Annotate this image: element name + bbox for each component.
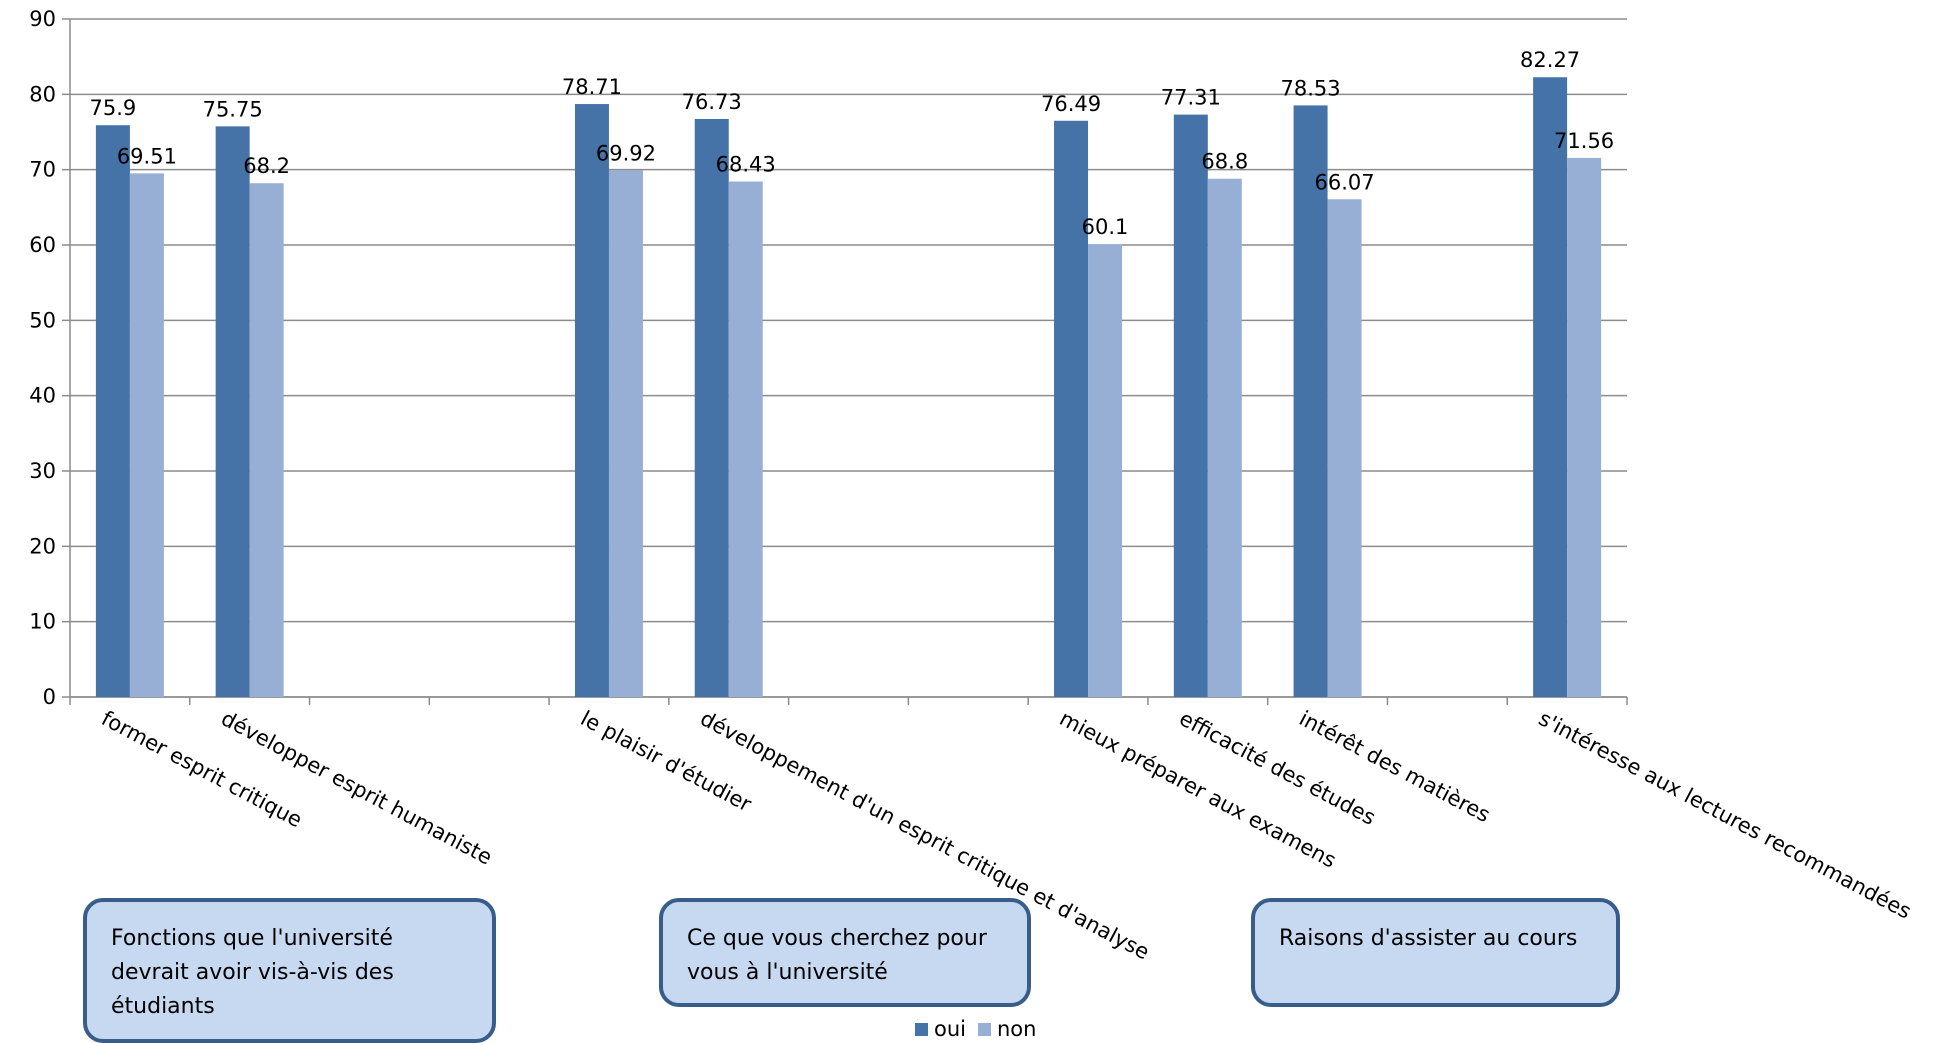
bar-non bbox=[1088, 244, 1123, 697]
legend-label-non: non bbox=[997, 1017, 1037, 1041]
y-tick-label: 0 bbox=[43, 685, 56, 709]
y-tick-label: 70 bbox=[29, 158, 56, 182]
x-category-label: former esprit critique bbox=[98, 706, 307, 832]
y-tick-label: 90 bbox=[29, 7, 56, 31]
bar-oui bbox=[1293, 105, 1328, 697]
callout-recherche-text: Ce que vous cherchez pour vous à l'unive… bbox=[687, 926, 987, 985]
callout-fonctions: Fonctions que l'université devrait avoir… bbox=[83, 898, 496, 1043]
bar-oui bbox=[215, 126, 250, 698]
data-label-oui: 76.73 bbox=[682, 90, 742, 114]
y-tick-label: 40 bbox=[29, 384, 56, 408]
data-label-non: 66.07 bbox=[1315, 170, 1375, 194]
y-tick-label: 30 bbox=[29, 459, 56, 483]
callout-recherche: Ce que vous cherchez pour vous à l'unive… bbox=[659, 898, 1031, 1007]
y-tick-label: 80 bbox=[29, 82, 56, 106]
y-tick-label: 10 bbox=[29, 610, 56, 634]
bar-oui bbox=[1173, 114, 1208, 697]
bar-non bbox=[1207, 178, 1242, 697]
data-label-oui: 78.53 bbox=[1281, 76, 1341, 100]
bar-non bbox=[1567, 157, 1602, 697]
callout-raisons: Raisons d'assister au cours bbox=[1251, 898, 1620, 1007]
x-category-label: efficacité des études bbox=[1175, 706, 1379, 830]
y-tick-label: 60 bbox=[29, 233, 56, 257]
data-label-non: 68.2 bbox=[243, 154, 290, 178]
bar-oui bbox=[1533, 77, 1568, 697]
data-label-non: 68.43 bbox=[716, 152, 776, 176]
legend-label-oui: oui bbox=[934, 1017, 966, 1041]
callout-fonctions-text: Fonctions que l'université devrait avoir… bbox=[111, 926, 394, 1019]
bar-oui bbox=[574, 104, 609, 697]
x-category-label: s'intéresse aux lectures recommandées bbox=[1535, 706, 1915, 923]
data-label-non: 69.51 bbox=[117, 144, 177, 168]
data-label-oui: 75.9 bbox=[90, 96, 137, 120]
data-label-non: 71.56 bbox=[1554, 129, 1614, 153]
data-label-non: 60.1 bbox=[1082, 215, 1129, 239]
bar-oui bbox=[694, 118, 729, 697]
y-tick-label: 20 bbox=[29, 534, 56, 558]
callout-raisons-text: Raisons d'assister au cours bbox=[1279, 926, 1578, 951]
legend-swatch-oui bbox=[915, 1022, 928, 1036]
legend-item-oui: oui bbox=[915, 1018, 966, 1040]
data-label-oui: 77.31 bbox=[1161, 86, 1221, 110]
data-label-oui: 76.49 bbox=[1041, 92, 1101, 116]
bar-non bbox=[728, 181, 763, 697]
x-category-label: intérêt des matières bbox=[1295, 706, 1494, 827]
bar-non bbox=[249, 183, 284, 697]
bar-oui bbox=[1054, 120, 1089, 697]
data-label-oui: 78.71 bbox=[562, 75, 622, 99]
data-label-oui: 75.75 bbox=[203, 97, 263, 121]
data-label-oui: 82.27 bbox=[1520, 48, 1580, 72]
legend-swatch-non bbox=[978, 1022, 991, 1036]
data-label-non: 68.8 bbox=[1201, 150, 1248, 174]
bar-non bbox=[608, 170, 643, 697]
bar-non bbox=[129, 173, 164, 697]
data-label-non: 69.92 bbox=[596, 141, 656, 165]
legend-item-non: non bbox=[978, 1018, 1036, 1040]
legend: oui non bbox=[915, 1018, 1048, 1040]
bar-oui bbox=[95, 125, 130, 698]
y-tick-label: 50 bbox=[29, 308, 56, 332]
bar-non bbox=[1327, 199, 1362, 698]
